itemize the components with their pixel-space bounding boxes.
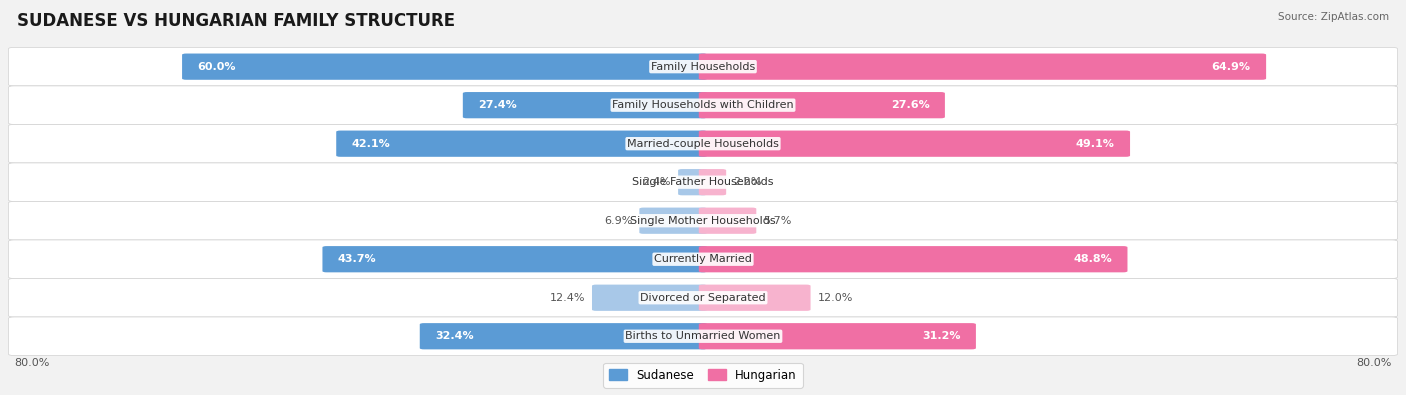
Text: 43.7%: 43.7% [337,254,377,264]
Text: Divorced or Separated: Divorced or Separated [640,293,766,303]
Text: 12.0%: 12.0% [818,293,853,303]
Text: Single Father Households: Single Father Households [633,177,773,187]
Text: 49.1%: 49.1% [1076,139,1115,149]
Text: 2.2%: 2.2% [733,177,762,187]
Text: 27.6%: 27.6% [890,100,929,110]
Text: Source: ZipAtlas.com: Source: ZipAtlas.com [1278,12,1389,22]
Text: SUDANESE VS HUNGARIAN FAMILY STRUCTURE: SUDANESE VS HUNGARIAN FAMILY STRUCTURE [17,12,456,30]
Text: 80.0%: 80.0% [1357,358,1392,369]
Text: 2.4%: 2.4% [643,177,671,187]
Text: 80.0%: 80.0% [14,358,49,369]
Text: 60.0%: 60.0% [197,62,236,71]
Text: Family Households: Family Households [651,62,755,71]
Text: 42.1%: 42.1% [352,139,391,149]
Text: 31.2%: 31.2% [922,331,960,341]
Legend: Sudanese, Hungarian: Sudanese, Hungarian [603,363,803,387]
Text: 27.4%: 27.4% [478,100,517,110]
Text: 6.9%: 6.9% [605,216,633,226]
Text: 12.4%: 12.4% [550,293,585,303]
Text: Family Households with Children: Family Households with Children [612,100,794,110]
Text: 48.8%: 48.8% [1073,254,1112,264]
Text: Births to Unmarried Women: Births to Unmarried Women [626,331,780,341]
Text: 32.4%: 32.4% [436,331,474,341]
Text: 5.7%: 5.7% [763,216,792,226]
Text: Single Mother Households: Single Mother Households [630,216,776,226]
Text: Currently Married: Currently Married [654,254,752,264]
Text: 64.9%: 64.9% [1212,62,1251,71]
Text: Married-couple Households: Married-couple Households [627,139,779,149]
